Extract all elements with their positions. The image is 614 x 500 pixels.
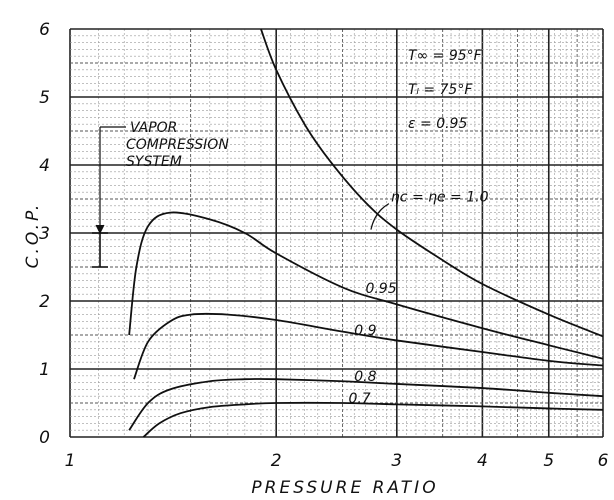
x-tick-label: 3 [391,451,402,471]
series-line [260,28,604,338]
series-label: 0.8 [354,369,376,385]
x-tick-label: 2 [271,451,282,471]
series-line [128,211,604,360]
series-line [142,401,604,438]
series-label: 0.9 [354,323,376,339]
series-line [133,312,604,380]
y-tick-label: 1 [39,360,50,380]
arrow-head-icon [95,224,105,235]
x-tick-label: 6 [598,451,609,471]
series-label: 0.7 [348,391,370,407]
condition-label: T∞ = 95°F [408,48,483,64]
y-tick-label: 5 [39,88,50,108]
series-label: 0.95 [365,281,396,297]
y-tick-label: 6 [39,20,50,40]
vapor-compression-label: VAPOR [130,120,177,136]
series-line [128,378,604,431]
y-tick-label: 4 [39,156,50,176]
x-tick-label: 1 [65,451,76,471]
chart-annotations: ηc = ηe = 1.0 0.95 0.9 0.8 0.7 T∞ = 95°F Tₗ = … [92,48,489,407]
y-tick-label: 2 [39,292,50,312]
condition-label: ε = 0.95 [408,116,467,132]
condition-label: Tₗ = 75°F [408,82,473,98]
y-tick-label: 3 [39,224,50,244]
chart-grid [69,28,604,438]
chart-curves [128,28,604,438]
x-tick-label: 4 [477,451,488,471]
series-label: ηc = ηe = 1.0 [391,190,489,206]
x-axis-label: PRESSURE RATIO [251,478,438,498]
x-tick-label: 5 [543,451,554,471]
vapor-compression-label: SYSTEM [126,154,182,170]
vapor-compression-label: COMPRESSION [126,137,229,153]
label-leader-line [370,203,390,230]
y-tick-label: 0 [39,428,50,448]
y-axis-label: C.O.P. [23,202,43,269]
